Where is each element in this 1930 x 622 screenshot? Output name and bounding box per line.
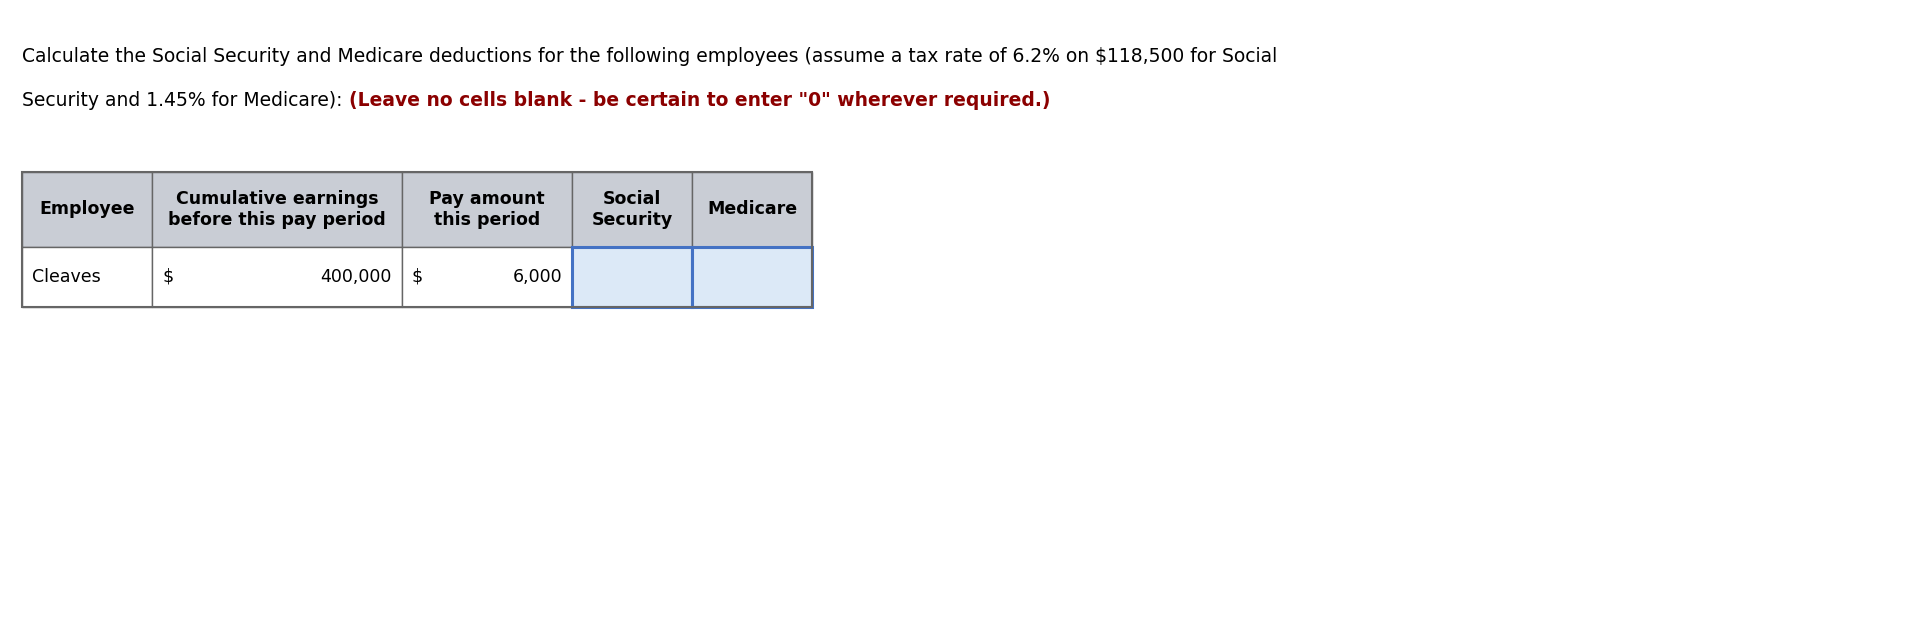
Bar <box>401 172 571 247</box>
Bar <box>21 172 813 307</box>
Text: Social
Security: Social Security <box>591 190 674 230</box>
Text: Pay amount
this period: Pay amount this period <box>428 190 544 230</box>
Text: Cleaves: Cleaves <box>33 268 100 286</box>
Bar <box>693 172 813 247</box>
Text: Calculate the Social Security and Medicare deductions for the following employee: Calculate the Social Security and Medica… <box>21 47 1278 66</box>
Text: Cumulative earnings
before this pay period: Cumulative earnings before this pay peri… <box>168 190 386 230</box>
Bar <box>21 247 152 307</box>
Text: 6,000: 6,000 <box>511 268 562 286</box>
Bar <box>693 247 813 307</box>
Text: Security and 1.45% for Medicare):: Security and 1.45% for Medicare): <box>21 91 349 110</box>
Text: Medicare: Medicare <box>706 200 797 218</box>
Bar <box>152 172 401 247</box>
Text: (Leave no cells blank - be certain to enter "0" wherever required.): (Leave no cells blank - be certain to en… <box>349 91 1050 110</box>
Text: Employee: Employee <box>39 200 135 218</box>
Bar <box>401 247 571 307</box>
Text: 400,000: 400,000 <box>320 268 392 286</box>
Bar <box>571 247 693 307</box>
Text: $: $ <box>411 268 423 286</box>
Text: $: $ <box>162 268 174 286</box>
Bar <box>21 172 152 247</box>
Bar <box>571 172 693 247</box>
Bar <box>152 247 401 307</box>
